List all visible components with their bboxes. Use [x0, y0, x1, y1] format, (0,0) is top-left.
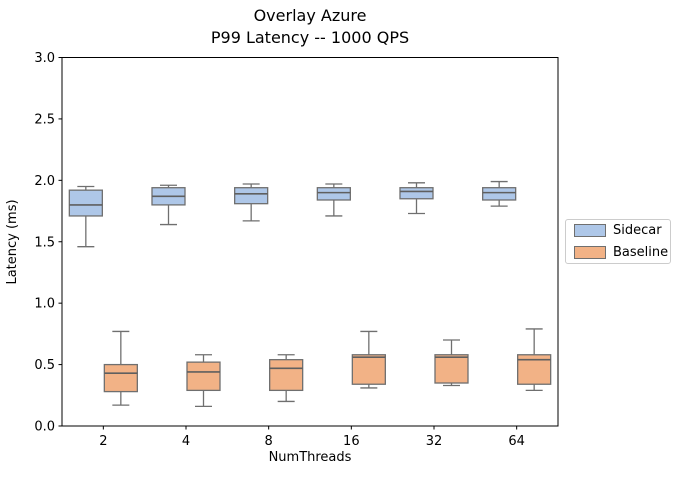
x-tick-label: 16 — [343, 434, 360, 449]
y-tick-label: 2.0 — [34, 174, 55, 189]
baseline-box-32 — [434, 354, 469, 384]
x-tick-label: 4 — [182, 434, 190, 449]
legend: Sidecar Baseline — [565, 219, 671, 264]
legend-label-sidecar: Sidecar — [613, 223, 662, 238]
baseline-box-8 — [269, 359, 304, 392]
x-tick-label: 64 — [508, 434, 525, 449]
legend-item-baseline: Baseline — [574, 245, 670, 260]
chart-title-line1: Overlay Azure — [254, 6, 367, 25]
x-tick-label: 8 — [265, 434, 273, 449]
x-tick-label: 32 — [426, 434, 443, 449]
y-tick-label: 3.0 — [34, 51, 55, 66]
baseline-box-4 — [186, 361, 221, 392]
baseline-color-swatch — [574, 246, 606, 259]
x-axis-label: NumThreads — [269, 450, 352, 465]
x-tick-label: 2 — [99, 434, 107, 449]
plot-area: 0.0 0.5 1.0 1.5 2.0 2.5 3.0 2 4 8 16 32 64 — [34, 51, 559, 449]
chart-title-line2: P99 Latency -- 1000 QPS — [211, 28, 409, 47]
sidecar-color-swatch — [574, 224, 606, 237]
y-axis-label: Latency (ms) — [5, 199, 20, 284]
y-tick-label: 1.0 — [34, 297, 55, 312]
y-tick-label: 1.5 — [34, 235, 55, 250]
sidecar-box-32 — [399, 187, 434, 200]
sidecar-box-16 — [316, 187, 351, 201]
sidecar-box-2 — [68, 189, 103, 217]
sidecar-box-64 — [482, 187, 517, 201]
y-tick-label: 0.0 — [34, 420, 55, 435]
y-tick-label: 2.5 — [34, 112, 55, 127]
baseline-box-2 — [103, 363, 138, 393]
y-tick-label: 0.5 — [34, 358, 55, 373]
baseline-box-16 — [351, 354, 386, 385]
legend-item-sidecar: Sidecar — [574, 223, 670, 238]
sidecar-box-8 — [234, 187, 269, 205]
legend-label-baseline: Baseline — [613, 245, 669, 260]
